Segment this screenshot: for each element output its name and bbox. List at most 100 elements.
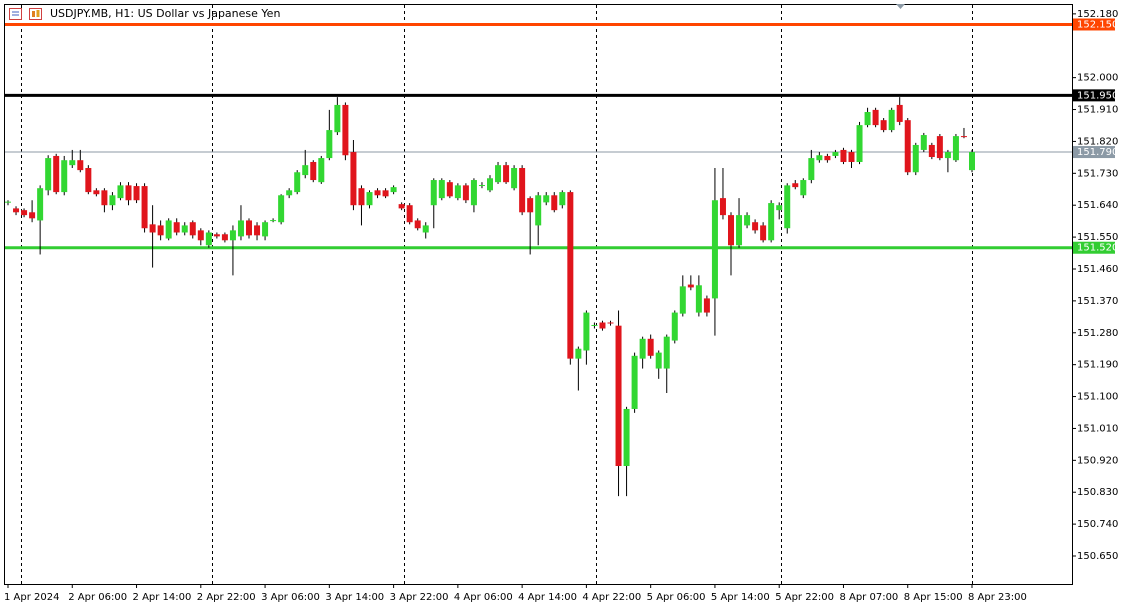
candle-body [888,109,895,131]
candle-body [157,225,164,236]
candle-body [928,144,935,158]
candle-body [503,165,510,183]
candle-body [728,215,734,246]
x-tick-label: 8 Apr 07:00 [839,592,898,603]
candle-body [559,192,566,206]
candle-body [117,185,124,199]
candle-body [784,185,791,229]
candle-body [719,198,726,216]
y-tick-label: 152.000 [1077,73,1118,84]
candle-body [398,204,405,209]
candle-body [246,220,252,236]
price-label: 151.790 [1077,147,1118,158]
candle-body [800,180,807,196]
candle-body [53,155,60,193]
candle-body [125,185,132,201]
x-tick-label: 3 Apr 22:00 [390,592,449,603]
candle-body [969,152,975,171]
candle-body [551,195,558,211]
y-tick-label: 151.190 [1077,360,1118,371]
y-tick-label: 151.820 [1077,136,1118,147]
y-tick-label: 151.640 [1077,200,1118,211]
candle-body [454,185,461,199]
y-tick-label: 151.550 [1077,232,1118,243]
candle-body [318,158,325,183]
candle-body [583,312,590,351]
candle-body [21,210,28,216]
candle-body [286,190,293,196]
candle-body [221,234,228,241]
candle-body [567,192,574,359]
candle-body [446,182,453,197]
candle-body [527,198,534,213]
candle-body [133,186,140,201]
candle-body [13,208,20,213]
candle-body [326,130,333,159]
candle-body [808,158,815,181]
price-label-box [1073,18,1115,31]
candle-body [615,325,622,467]
candle-body [462,185,469,201]
title-icons [9,8,42,20]
candle-body [679,286,686,314]
price-label-box [1073,89,1115,102]
candle-body [519,167,526,213]
candle-body [944,152,951,159]
candle-body [832,152,839,156]
candle-body [302,165,309,176]
candle-body [744,215,751,226]
candle-body [69,160,76,166]
x-tick-label: 1 Apr 2024 [4,592,59,603]
candle-body [414,220,421,229]
candle-body [270,220,277,222]
y-tick-label: 150.650 [1077,551,1118,562]
candle-body [623,408,630,467]
candle-body [478,185,485,187]
icon [9,8,22,20]
plot-frame [4,4,1073,585]
candle-body [695,285,702,313]
candle-body [109,195,116,206]
candle-body [792,183,799,188]
y-tick-label: 151.910 [1077,105,1118,116]
candle-body [840,149,847,162]
candle-body [342,104,349,156]
candle-body [816,155,823,161]
shift-marker [896,4,905,9]
candle-body [711,200,718,299]
candle-body [85,167,92,193]
y-tick-label: 151.730 [1077,168,1118,179]
candle-body [422,225,429,233]
candle-body [760,225,767,241]
candle-body [310,161,317,181]
candle-body [149,224,156,233]
candle-body [824,155,831,161]
y-tick-label: 150.920 [1077,455,1118,466]
x-tick-label: 3 Apr 06:00 [261,592,320,603]
candle-body [5,201,11,203]
x-tick-label: 5 Apr 22:00 [775,592,834,603]
candle-body [254,225,261,236]
candle-body [262,222,269,237]
candle-body [535,195,542,226]
candle-body [639,338,646,359]
candle-body [663,336,670,369]
candle-body [334,104,341,133]
candle-body [752,222,759,231]
x-tick-label: 2 Apr 22:00 [197,592,256,603]
price-label: 152.150 [1077,19,1118,30]
candle-body [438,180,445,199]
x-tick-label: 5 Apr 14:00 [711,592,770,603]
candle-body [880,120,887,131]
y-tick-label: 151.460 [1077,264,1118,275]
candle-body [470,180,477,206]
candle-body [237,220,244,237]
period-separators [21,5,973,584]
candle-body [936,136,943,159]
y-tick-label: 151.280 [1077,328,1118,339]
icon [36,10,40,17]
x-tick-label: 2 Apr 06:00 [68,592,127,603]
candle-body [543,195,550,203]
